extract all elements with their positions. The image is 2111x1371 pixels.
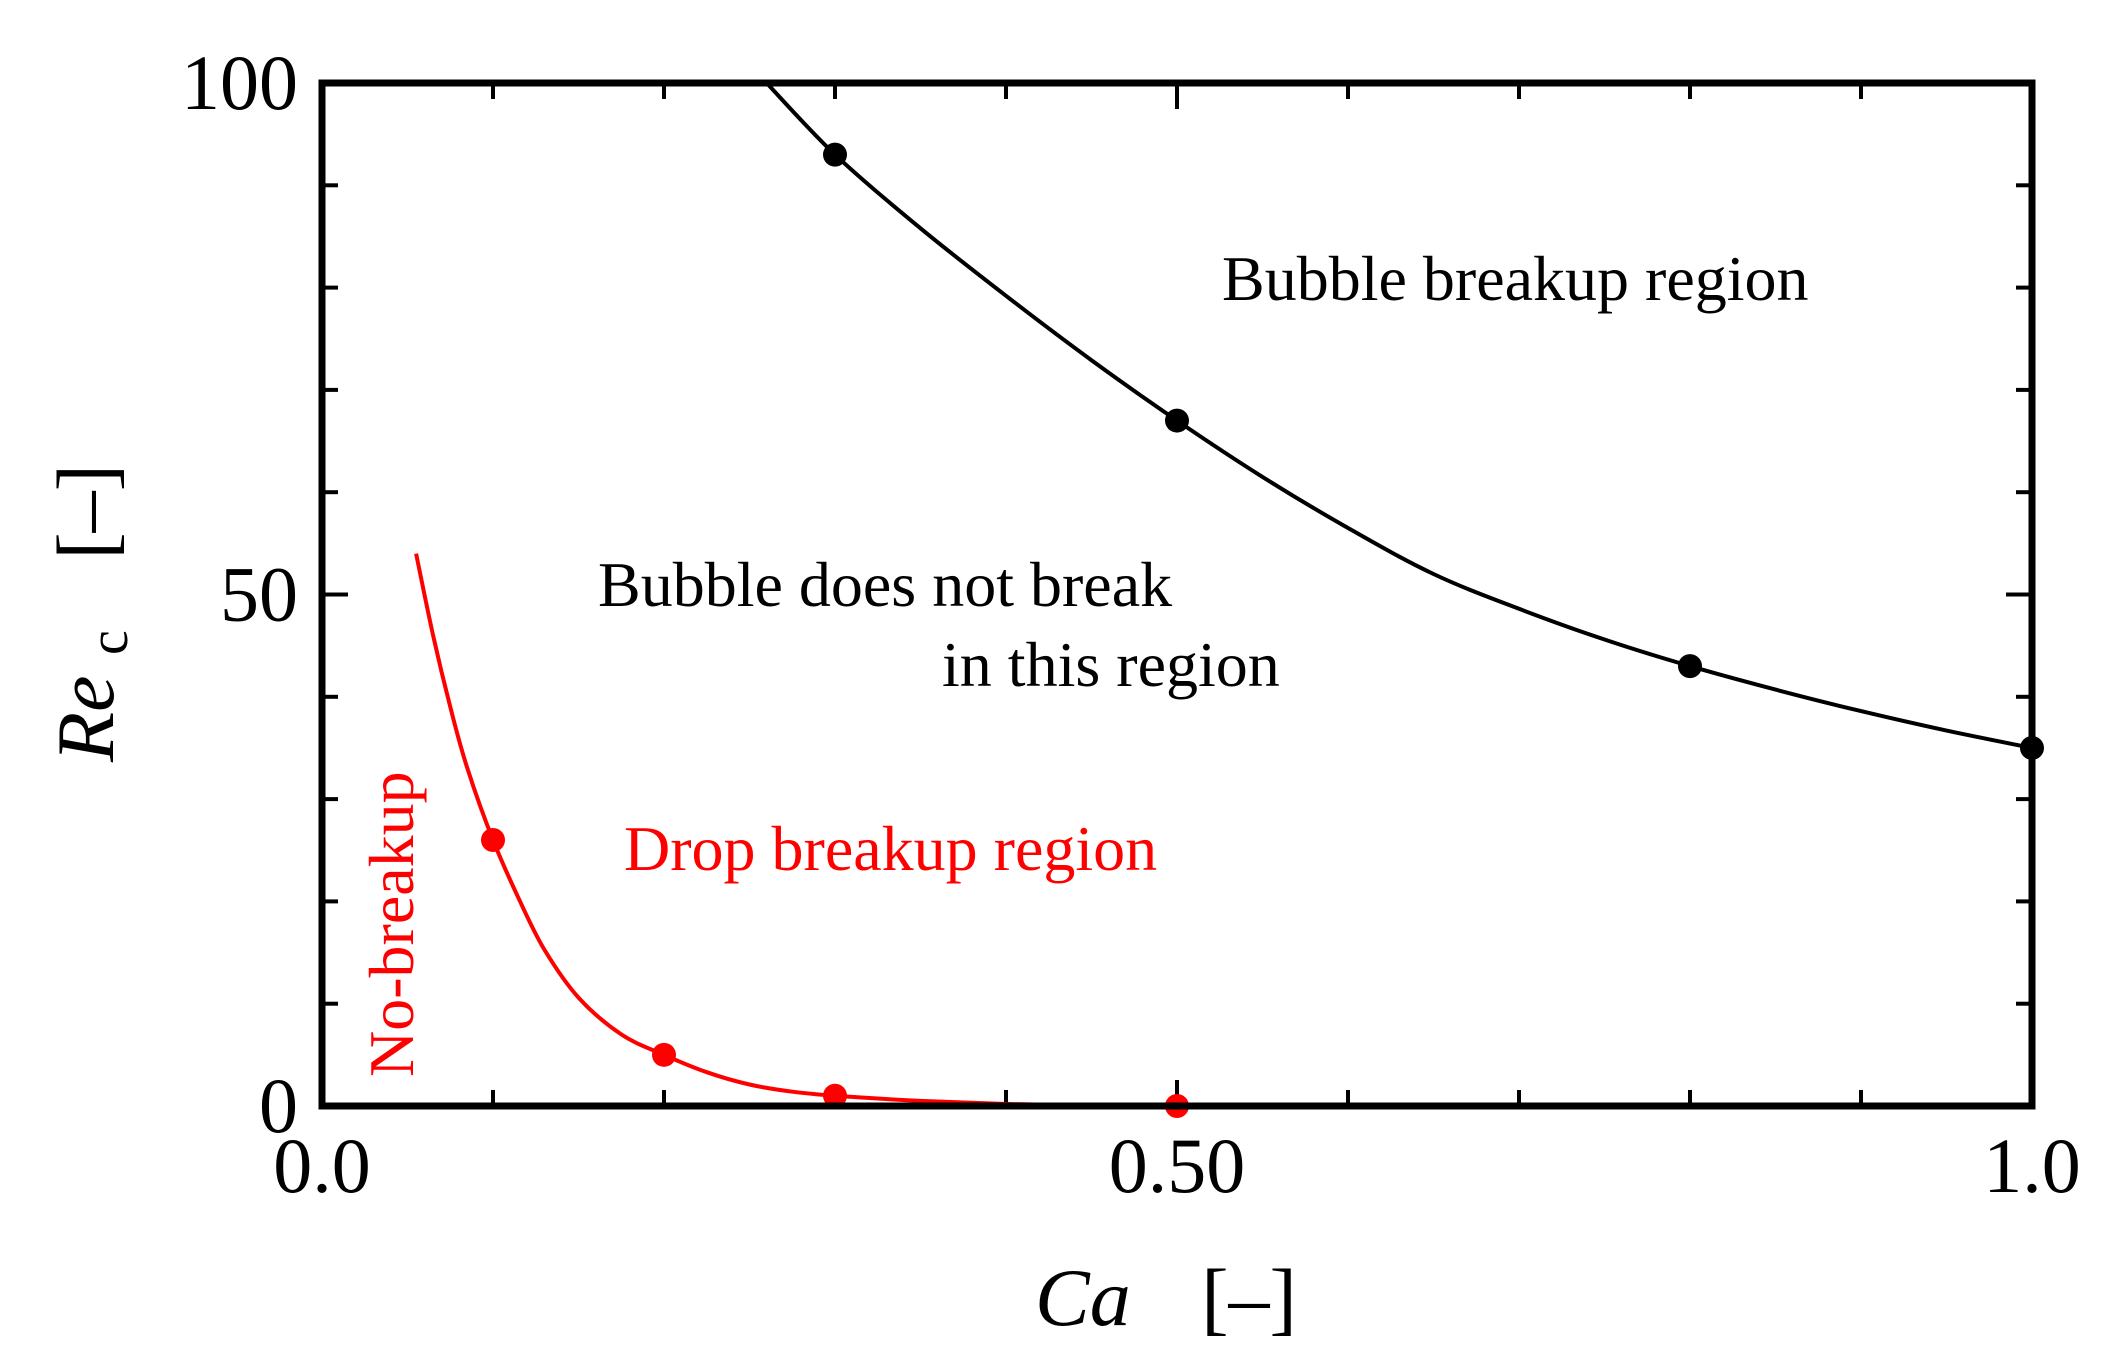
- points-layer: [481, 142, 2044, 1118]
- x-tick-label: 0.50: [1109, 1122, 1246, 1209]
- annotation-no-breakup: No-breakup: [356, 771, 427, 1077]
- series-0-point: [1678, 654, 1702, 679]
- y-axis-label: Re c [–]: [40, 464, 145, 763]
- annotation-bubble-no-break-line1: Bubble does not break: [598, 549, 1172, 620]
- series-1-point: [823, 1083, 847, 1108]
- ticks-layer: [320, 81, 2034, 1108]
- y-axis-label-sub: c: [78, 630, 140, 655]
- x-tick-label: 0.0: [273, 1122, 371, 1209]
- annotation-drop-breakup: Drop breakup region: [624, 813, 1157, 884]
- x-tick-label: 1.0: [1983, 1122, 2081, 1209]
- annotation-bubble-no-break-line2: in this region: [942, 629, 1280, 700]
- x-axis-label-main: Ca: [1035, 1252, 1131, 1343]
- tick-labels-layer: 0.0 0.50 1.0 0 50 100: [181, 39, 2081, 1209]
- y-tick-label: 50: [220, 551, 298, 638]
- y-tick-label: 0: [259, 1062, 298, 1149]
- y-axis-label-unit: [–]: [40, 464, 131, 560]
- x-axis-label: Ca [–]: [1035, 1252, 1297, 1343]
- annotation-bubble-breakup: Bubble breakup region: [1222, 243, 1809, 314]
- series-0-curve: [765, 81, 2033, 750]
- series-0-point: [823, 142, 847, 167]
- y-tick-label: 100: [181, 39, 298, 126]
- x-axis-label-unit: [–]: [1201, 1252, 1297, 1343]
- series-1-point: [652, 1042, 676, 1067]
- plot-frame: [318, 79, 2036, 1110]
- series-1-point: [481, 828, 505, 853]
- series-0-point: [1165, 408, 1189, 433]
- y-axis-label-main: Re: [40, 676, 131, 763]
